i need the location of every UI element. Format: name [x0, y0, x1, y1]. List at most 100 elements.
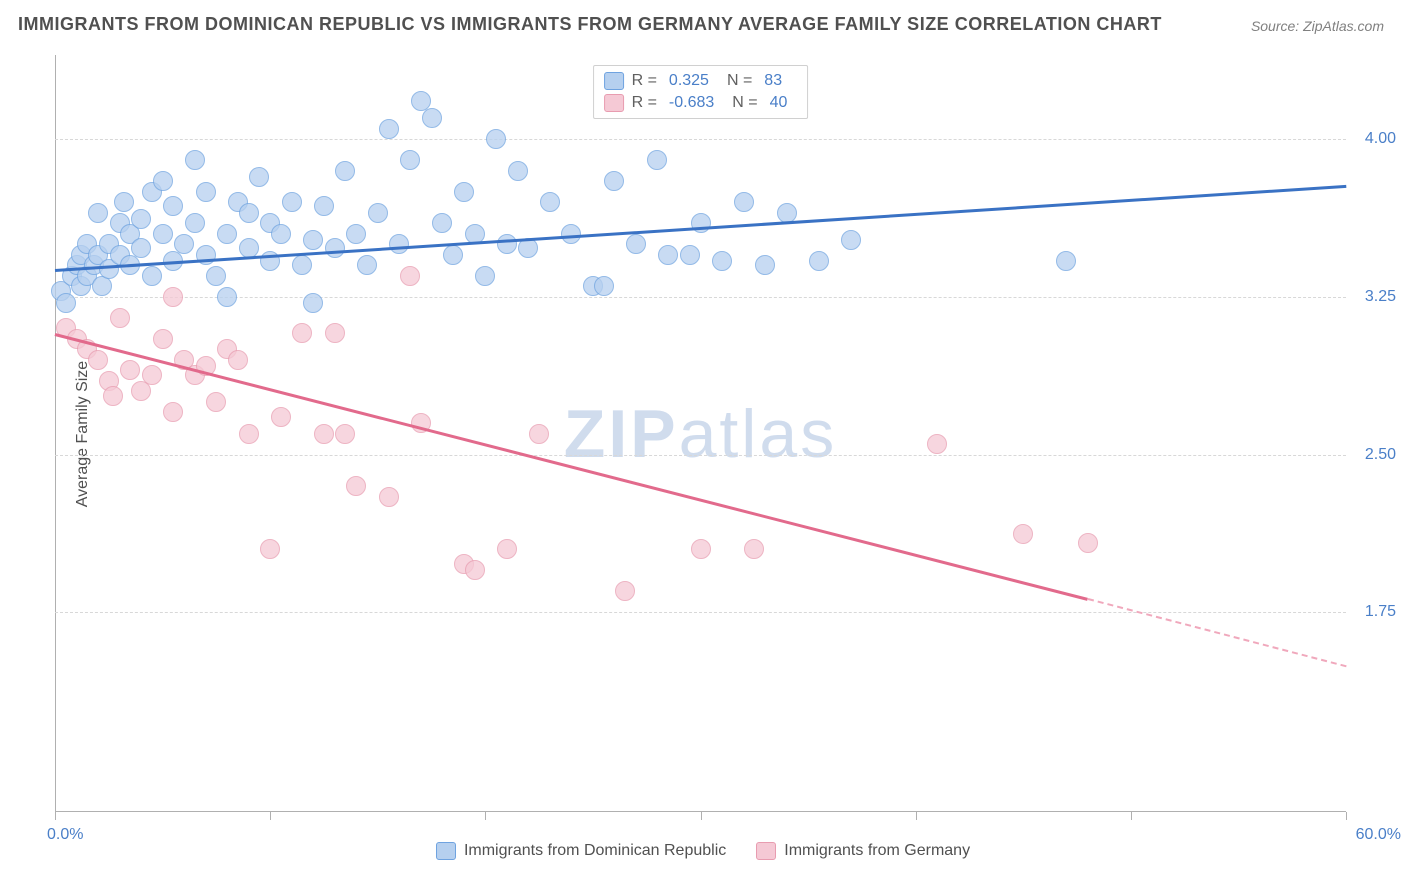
data-point [927, 434, 947, 454]
n-value: 83 [764, 72, 782, 90]
data-point [841, 230, 861, 250]
legend-swatch-icon [604, 94, 624, 112]
data-point [271, 407, 291, 427]
data-point [357, 255, 377, 275]
x-tick [55, 812, 56, 820]
data-point [734, 192, 754, 212]
chart-title: IMMIGRANTS FROM DOMINICAN REPUBLIC VS IM… [18, 14, 1162, 35]
x-tick [916, 812, 917, 820]
data-point [292, 323, 312, 343]
data-point [314, 196, 334, 216]
series-legend: Immigrants from Dominican Republic Immig… [0, 842, 1406, 860]
data-point [114, 192, 134, 212]
data-point [282, 192, 302, 212]
data-point [153, 171, 173, 191]
data-point [443, 245, 463, 265]
data-point [561, 224, 581, 244]
data-point [325, 323, 345, 343]
data-point [346, 224, 366, 244]
data-point [422, 108, 442, 128]
correlation-legend: R = 0.325 N = 83 R = -0.683 N = 40 [593, 65, 809, 119]
data-point [142, 365, 162, 385]
data-point [217, 224, 237, 244]
data-point [454, 182, 474, 202]
data-point [400, 150, 420, 170]
data-point [626, 234, 646, 254]
data-point [1056, 251, 1076, 271]
data-point [142, 266, 162, 286]
n-value: 40 [770, 94, 788, 112]
x-tick [270, 812, 271, 820]
y-tick-label: 4.00 [1351, 130, 1396, 148]
data-point [271, 224, 291, 244]
data-point [174, 234, 194, 254]
r-label: R = [632, 72, 657, 90]
data-point [475, 266, 495, 286]
data-point [379, 487, 399, 507]
trend-line-extrapolated [1088, 598, 1347, 667]
data-point [239, 203, 259, 223]
data-point [508, 161, 528, 181]
data-point [647, 150, 667, 170]
x-tick [701, 812, 702, 820]
data-point [529, 424, 549, 444]
data-point [196, 182, 216, 202]
chart-area: Average Family Size 0.0% 60.0% ZIPatlas … [55, 55, 1346, 812]
data-point [120, 360, 140, 380]
gridline [55, 139, 1346, 140]
data-point [389, 234, 409, 254]
y-axis [55, 55, 56, 812]
data-point [56, 293, 76, 313]
data-point [486, 129, 506, 149]
y-tick-label: 3.25 [1351, 288, 1396, 306]
data-point [88, 350, 108, 370]
data-point [518, 238, 538, 258]
data-point [131, 238, 151, 258]
data-point [292, 255, 312, 275]
x-tick [1346, 812, 1347, 820]
legend-swatch-icon [436, 842, 456, 860]
data-point [163, 287, 183, 307]
legend-row-series-2: R = -0.683 N = 40 [604, 92, 798, 114]
data-point [303, 293, 323, 313]
data-point [163, 196, 183, 216]
data-point [465, 560, 485, 580]
data-point [400, 266, 420, 286]
r-value: -0.683 [669, 94, 714, 112]
data-point [691, 539, 711, 559]
data-point [809, 251, 829, 271]
data-point [239, 424, 259, 444]
data-point [335, 424, 355, 444]
data-point [594, 276, 614, 296]
trend-line [55, 333, 1088, 600]
data-point [1013, 524, 1033, 544]
data-point [228, 350, 248, 370]
data-point [153, 329, 173, 349]
data-point [1078, 533, 1098, 553]
data-point [217, 287, 237, 307]
legend-swatch-icon [604, 72, 624, 90]
data-point [379, 119, 399, 139]
gridline [55, 297, 1346, 298]
x-tick [485, 812, 486, 820]
legend-label: Immigrants from Dominican Republic [464, 842, 726, 860]
data-point [604, 171, 624, 191]
data-point [303, 230, 323, 250]
r-value: 0.325 [669, 72, 709, 90]
data-point [249, 167, 269, 187]
data-point [88, 203, 108, 223]
data-point [314, 424, 334, 444]
data-point [153, 224, 173, 244]
gridline [55, 455, 1346, 456]
plot-surface: Average Family Size 0.0% 60.0% ZIPatlas … [55, 55, 1346, 812]
legend-item: Immigrants from Dominican Republic [436, 842, 726, 860]
data-point [368, 203, 388, 223]
y-tick-label: 2.50 [1351, 446, 1396, 464]
data-point [325, 238, 345, 258]
data-point [206, 266, 226, 286]
data-point [346, 476, 366, 496]
data-point [432, 213, 452, 233]
data-point [497, 539, 517, 559]
legend-row-series-1: R = 0.325 N = 83 [604, 70, 798, 92]
data-point [103, 386, 123, 406]
